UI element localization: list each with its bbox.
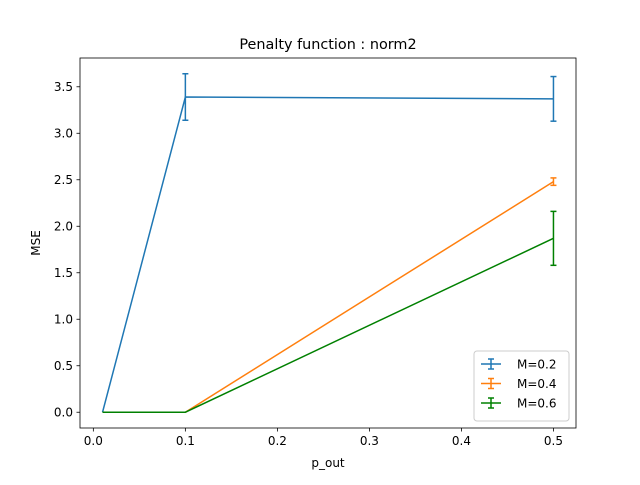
y-tick-label: 0.5 <box>54 359 73 373</box>
series-layer <box>101 73 557 413</box>
legend-label: M=0.6 <box>517 396 557 410</box>
y-tick-label: 2.0 <box>54 220 73 234</box>
y-axis-label: MSE <box>29 230 43 256</box>
legend-label: M=0.2 <box>517 357 557 371</box>
x-tick-label: 0.1 <box>176 434 195 448</box>
y-tick-label: 1.0 <box>54 313 73 327</box>
y-tick-label: 1.5 <box>54 266 73 280</box>
x-axis-label: p_out <box>311 456 345 470</box>
legend-label: M=0.4 <box>517 377 557 391</box>
series-1 <box>101 73 557 413</box>
series-3 <box>102 210 557 413</box>
series-line <box>102 237 554 413</box>
y-tick-label: 2.5 <box>54 173 73 187</box>
legend-entry: M=0.4 <box>481 377 557 391</box>
chart-title: Penalty function : norm2 <box>239 37 416 53</box>
y-tick-label: 3.5 <box>54 80 73 94</box>
y-tick-label: 3.0 <box>54 127 73 141</box>
x-tick-label: 0.0 <box>84 434 103 448</box>
x-tick-label: 0.3 <box>360 434 379 448</box>
y-tick-label: 0.0 <box>54 406 73 420</box>
legend: M=0.2 M=0.4 M=0.6 <box>473 350 570 422</box>
x-tick-label: 0.2 <box>268 434 287 448</box>
legend-entry: M=0.2 <box>481 357 557 371</box>
x-tick-label: 0.4 <box>452 434 471 448</box>
ticks: 0.0 0.1 0.2 0.3 0.4 0.5 0.0 0.5 1.0 1.5 2.0 2.5 3.0 3… <box>54 80 563 448</box>
x-tick-label: 0.5 <box>544 434 563 448</box>
plot-frame <box>79 57 577 429</box>
legend-entry: M=0.6 <box>481 396 557 410</box>
